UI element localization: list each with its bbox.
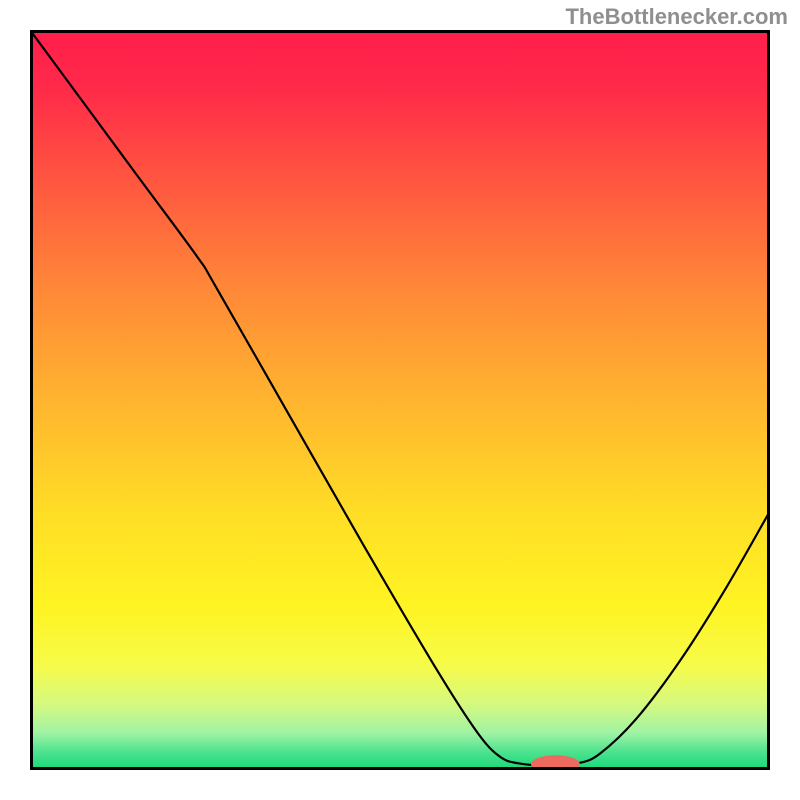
attribution-text: TheBottlenecker.com <box>565 4 788 30</box>
bottleneck-chart <box>30 30 770 770</box>
chart-container <box>30 30 770 770</box>
figure-frame: TheBottlenecker.com <box>0 0 800 800</box>
